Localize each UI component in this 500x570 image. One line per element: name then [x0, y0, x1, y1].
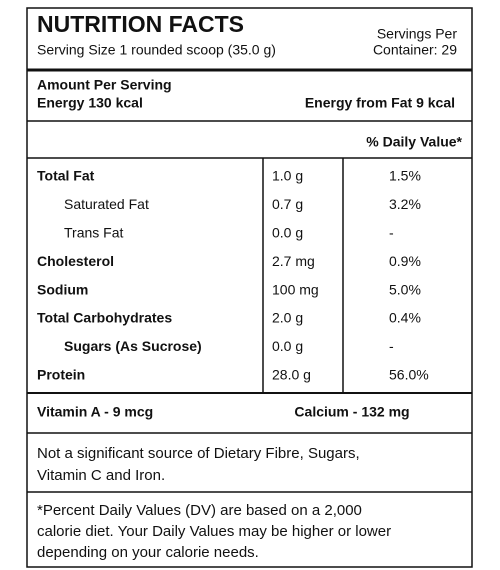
nutrient-name: Sugars (As Sucrose): [64, 338, 202, 354]
nutrient-rows: Total Fat 1.0 g 1.5% Saturated Fat 0.7 g 3.2%…: [37, 168, 429, 383]
nutrient-name: Trans Fat: [64, 225, 123, 241]
nutrient-dv: 0.4%: [389, 310, 421, 326]
energy-from-fat: Energy from Fat 9 kcal: [305, 95, 455, 111]
nutrient-amount: 0.7 g: [272, 196, 303, 212]
dv-note: *Percent Daily Values (DV) are based on …: [37, 502, 362, 519]
vitamin-a: Vitamin A - 9 mcg: [37, 404, 153, 420]
nutrient-name: Cholesterol: [37, 253, 114, 269]
nutrient-name: Sodium: [37, 281, 88, 297]
nutrient-name: Total Carbohydrates: [37, 310, 172, 326]
nutrient-dv: 0.9%: [389, 253, 421, 269]
nutrient-amount: 28.0 g: [272, 367, 311, 383]
nutrient-dv: -: [389, 225, 394, 241]
nutrient-amount: 2.7 mg: [272, 253, 315, 269]
nutrient-name: Total Fat: [37, 168, 95, 184]
dv-note: depending on your calorie needs.: [37, 544, 259, 561]
nutrient-amount: 2.0 g: [272, 310, 303, 326]
dv-header: % Daily Value*: [366, 134, 462, 150]
nutrient-name: Saturated Fat: [64, 196, 149, 212]
label-border: [26, 7, 473, 568]
nutrient-dv: 3.2%: [389, 196, 421, 212]
nutrient-dv: 56.0%: [389, 367, 429, 383]
servings-per: Container: 29: [373, 42, 457, 58]
calcium: Calcium - 132 mg: [294, 404, 409, 420]
servings-per: Servings Per: [377, 26, 457, 42]
energy: Energy 130 kcal: [37, 95, 143, 111]
title: NUTRITION FACTS: [37, 11, 244, 37]
nutrient-amount: 100 mg: [272, 281, 319, 297]
note: Not a significant source of Dietary Fibr…: [37, 445, 360, 462]
note: Vitamin C and Iron.: [37, 467, 165, 484]
nutrient-amount: 0.0 g: [272, 225, 303, 241]
nutrient-name: Protein: [37, 367, 85, 383]
nutrient-dv: 5.0%: [389, 281, 421, 297]
nutrient-dv: -: [389, 338, 394, 354]
nutrient-dv: 1.5%: [389, 168, 421, 184]
nutrient-amount: 0.0 g: [272, 338, 303, 354]
dv-note: calorie diet. Your Daily Values may be h…: [37, 523, 391, 540]
serving-size: Serving Size 1 rounded scoop (35.0 g): [37, 42, 276, 58]
nutrient-amount: 1.0 g: [272, 168, 303, 184]
amount-heading: Amount Per Serving: [37, 77, 172, 93]
